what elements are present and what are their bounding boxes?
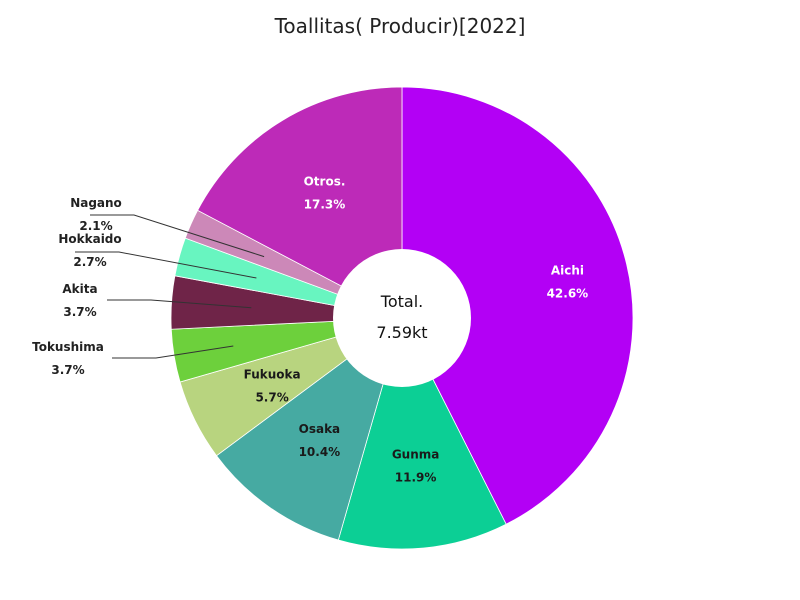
slice-label-tokushima: Tokushima [32, 340, 104, 354]
slice-percent-aichi: 42.6% [547, 287, 589, 301]
slice-label-osaka: Osaka [299, 422, 341, 436]
leader-line-nagano [90, 214, 265, 258]
slice-label-akita: Akita [62, 282, 97, 296]
slice-label-nagano: Nagano [70, 196, 122, 210]
slice-percent-otros: 17.3% [304, 198, 346, 212]
center-total-label: Total. [380, 292, 423, 311]
donut-hole [333, 249, 471, 387]
chart-title: Toallitas( Producir)[2022] [274, 14, 526, 38]
slice-labels: Aichi 42.6% Gunma 11.9% Osaka 10.4% Fukuoka 5.7… [32, 175, 588, 485]
slice-percent-gunma: 11.9% [395, 470, 437, 484]
slice-aichi[interactable] [401, 86, 634, 525]
slice-otros[interactable] [197, 86, 403, 319]
leader-line-tokushima [112, 345, 234, 359]
slice-label-gunma: Gunma [392, 447, 440, 461]
slice-percent-tokushima: 3.7% [51, 363, 84, 377]
slice-percent-akita: 3.7% [63, 305, 96, 319]
slice-percent-osaka: 10.4% [299, 445, 341, 459]
leader-lines [75, 214, 265, 359]
slice-label-hokkaido: Hokkaido [58, 232, 121, 246]
slice-label-otros: Otros. [304, 175, 346, 189]
slice-osaka[interactable] [215, 316, 403, 541]
slice-percent-fukuoka: 5.7% [255, 390, 288, 404]
slice-label-aichi: Aichi [551, 264, 584, 278]
slice-label-fukuoka: Fukuoka [244, 367, 301, 381]
slice-gunma[interactable] [337, 316, 507, 550]
leader-line-hokkaido [75, 251, 257, 279]
slice-percent-hokkaido: 2.7% [73, 255, 106, 269]
slice-percent-nagano: 2.1% [79, 219, 112, 233]
leader-line-akita [107, 299, 252, 309]
center-total-value: 7.59kt [376, 323, 427, 342]
